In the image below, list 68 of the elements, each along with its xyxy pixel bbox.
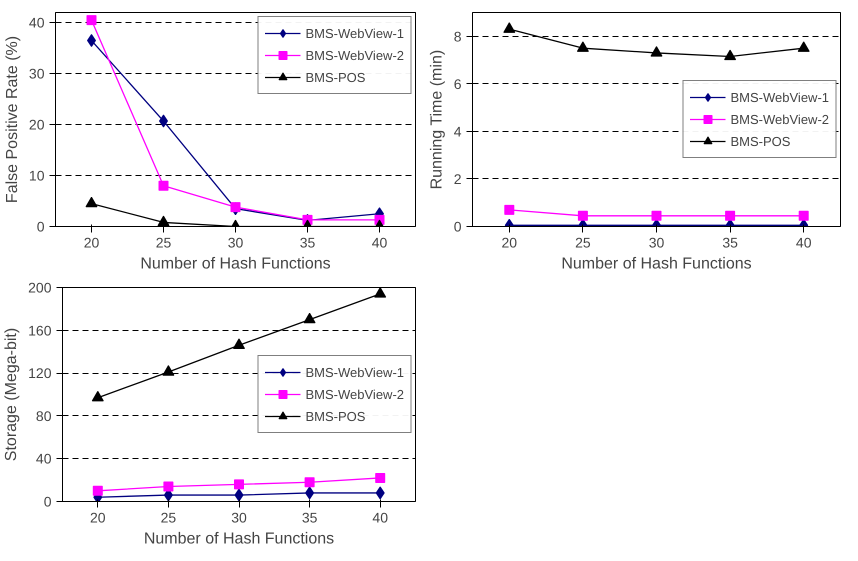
point [86, 15, 96, 26]
point [375, 472, 386, 483]
y-tick-label: 160 [28, 322, 52, 338]
point [158, 180, 168, 191]
point [233, 338, 245, 349]
y-tick-label: 10 [28, 168, 45, 184]
x-tick-label: 20 [84, 234, 100, 250]
x-tick-label: 35 [722, 234, 738, 250]
point [503, 22, 516, 33]
point [158, 216, 170, 226]
x-axis-title: Number of Hash Functions [140, 256, 331, 272]
y-tick-label: 0 [36, 218, 45, 234]
point [304, 477, 315, 488]
x-tick-label: 25 [575, 234, 591, 250]
y-tick-label: 4 [454, 123, 462, 140]
y-tick-label: 30 [28, 66, 45, 82]
x-tick-label: 25 [156, 234, 172, 250]
y-tick-label: 8 [454, 28, 462, 44]
y-axis-title: False Positive Rate (%) [4, 36, 21, 204]
point [576, 41, 589, 52]
y-tick-label: 80 [36, 408, 52, 424]
legend-label: BMS-POS [730, 134, 790, 148]
legend-label: BMS-WebView-2 [730, 112, 829, 126]
y-tick-label: 200 [28, 280, 52, 296]
point [798, 41, 810, 52]
y-tick-label: 40 [28, 14, 45, 31]
legend-label: BMS-WebView-2 [306, 48, 404, 62]
x-tick-label: 40 [372, 510, 388, 526]
point [163, 482, 174, 492]
legend-label: BMS-POS [306, 408, 366, 424]
legend-label: BMS-WebView-1 [730, 90, 829, 104]
point [230, 202, 240, 212]
point [650, 46, 662, 57]
point [162, 365, 174, 376]
x-tick-label: 20 [90, 510, 106, 526]
point [304, 312, 316, 324]
y-tick-label: 2 [454, 170, 462, 187]
y-tick-label: 120 [28, 365, 52, 382]
legend-label: BMS-WebView-1 [306, 26, 404, 40]
point [92, 486, 103, 496]
x-tick-label: 35 [300, 234, 316, 250]
x-tick-label: 25 [160, 510, 176, 526]
x-tick-label: 35 [302, 510, 318, 526]
legend-label: BMS-POS [306, 70, 366, 84]
x-tick-label: 30 [231, 510, 247, 526]
y-axis-title: Storage (Mega-bit) [3, 328, 20, 462]
y-tick-label: 0 [44, 494, 52, 510]
y-axis-title: Running Time (min) [428, 50, 446, 190]
x-axis-title: Number of Hash Functions [144, 530, 334, 548]
y-tick-label: 20 [28, 116, 45, 133]
point [724, 50, 736, 60]
x-tick-label: 30 [228, 234, 244, 250]
point [234, 479, 244, 490]
point [376, 486, 385, 500]
y-tick-label: 6 [454, 76, 462, 92]
y-tick-label: 0 [454, 218, 462, 234]
point [374, 288, 386, 298]
y-tick-label: 40 [36, 450, 52, 467]
point [305, 486, 314, 500]
x-tick-label: 40 [372, 234, 388, 250]
point [86, 196, 98, 208]
x-axis-title: Number of Hash Functions [561, 256, 752, 272]
legend-label: BMS-WebView-2 [306, 386, 404, 402]
x-tick-label: 30 [648, 234, 664, 250]
legend-label: BMS-WebView-1 [306, 364, 404, 380]
point [92, 390, 104, 402]
x-tick-label: 20 [502, 234, 518, 250]
x-tick-label: 40 [796, 234, 812, 250]
